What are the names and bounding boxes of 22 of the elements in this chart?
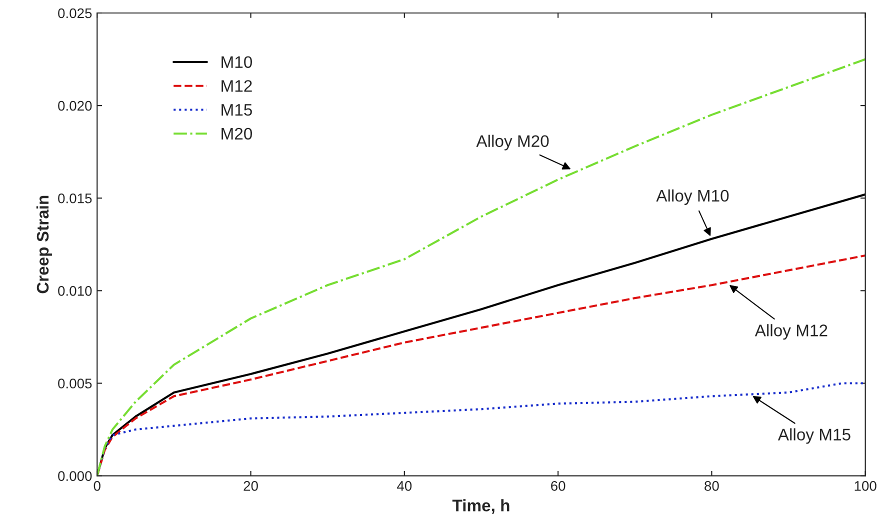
y-tick-label: 0.015 <box>58 193 92 204</box>
legend-label: M20 <box>222 128 252 140</box>
annotation: Alloy M20 <box>476 134 549 150</box>
x-tick-label: 20 <box>244 481 258 491</box>
x-tick-label: 100 <box>854 481 876 491</box>
legend-label: M12 <box>222 80 252 92</box>
annotation: Alloy M10 <box>656 189 729 205</box>
x-tick-label: 0 <box>94 481 100 491</box>
x-axis-title: Time, h <box>452 499 510 514</box>
y-axis-title: Creep Strain <box>36 196 52 294</box>
y-tick-label: 0.010 <box>58 286 92 296</box>
y-tick-label: 0.025 <box>58 8 92 18</box>
x-tick-label: 40 <box>397 481 412 491</box>
x-tick-label: 60 <box>551 481 566 491</box>
x-tick-label: 80 <box>704 481 719 491</box>
legend-label: M15 <box>222 104 252 116</box>
y-tick-label: 0.005 <box>58 378 92 388</box>
annotation: Alloy M15 <box>778 428 850 444</box>
y-tick-label: 0.000 <box>58 471 92 481</box>
legend-label: M10 <box>222 56 252 68</box>
y-tick-label: 0.020 <box>58 100 92 111</box>
annotation: Alloy M12 <box>754 324 828 340</box>
